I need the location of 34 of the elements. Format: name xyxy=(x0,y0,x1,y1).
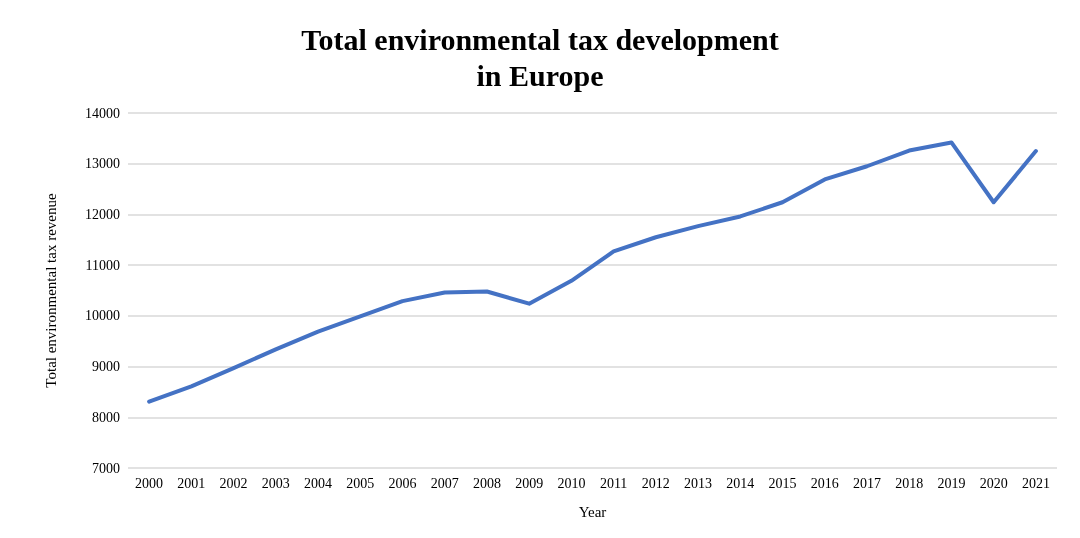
y-tick-label: 7000 xyxy=(92,460,120,476)
x-tick-label: 2010 xyxy=(557,475,586,491)
x-tick-label: 2005 xyxy=(346,475,375,491)
x-tick-label: 2017 xyxy=(852,475,881,491)
x-tick-label: 2000 xyxy=(135,475,164,491)
x-tick-label: 2007 xyxy=(430,475,459,491)
chart-title: Total environmental tax development in Europe xyxy=(301,22,779,92)
y-tick-label: 8000 xyxy=(92,409,120,425)
x-tick-label: 2012 xyxy=(641,475,670,491)
x-tick-label: 2002 xyxy=(219,475,248,491)
y-axis-title: Total environmental tax revenue xyxy=(42,193,59,388)
x-tick-label: 2004 xyxy=(304,475,333,491)
x-tick-label: 2009 xyxy=(515,475,544,491)
y-tick-label: 14000 xyxy=(85,105,120,121)
x-tick-label: 2011 xyxy=(599,475,628,491)
y-tick-label: 11000 xyxy=(85,257,120,273)
x-tick-label: 2019 xyxy=(937,475,966,491)
x-axis-title: Year xyxy=(578,503,607,520)
line-series xyxy=(147,140,1038,404)
x-tick-label: 2018 xyxy=(895,475,924,491)
x-tick-label: 2013 xyxy=(684,475,713,491)
y-tick-label: 10000 xyxy=(85,308,120,324)
y-tick-label: 13000 xyxy=(85,156,120,172)
y-tick-label: 12000 xyxy=(85,206,120,222)
x-tick-label: 2020 xyxy=(979,475,1008,491)
x-tick-label: 2015 xyxy=(768,475,797,491)
x-tick-label: 2016 xyxy=(810,475,839,491)
x-tick-label: 2006 xyxy=(388,475,417,491)
x-tick-label: 2003 xyxy=(261,475,290,491)
x-tick-label: 2001 xyxy=(177,475,206,491)
y-tick-label: 9000 xyxy=(92,359,120,375)
x-tick-label: 2021 xyxy=(1021,475,1050,491)
x-tick-label: 2008 xyxy=(472,475,501,491)
x-tick-label: 2014 xyxy=(726,475,755,491)
